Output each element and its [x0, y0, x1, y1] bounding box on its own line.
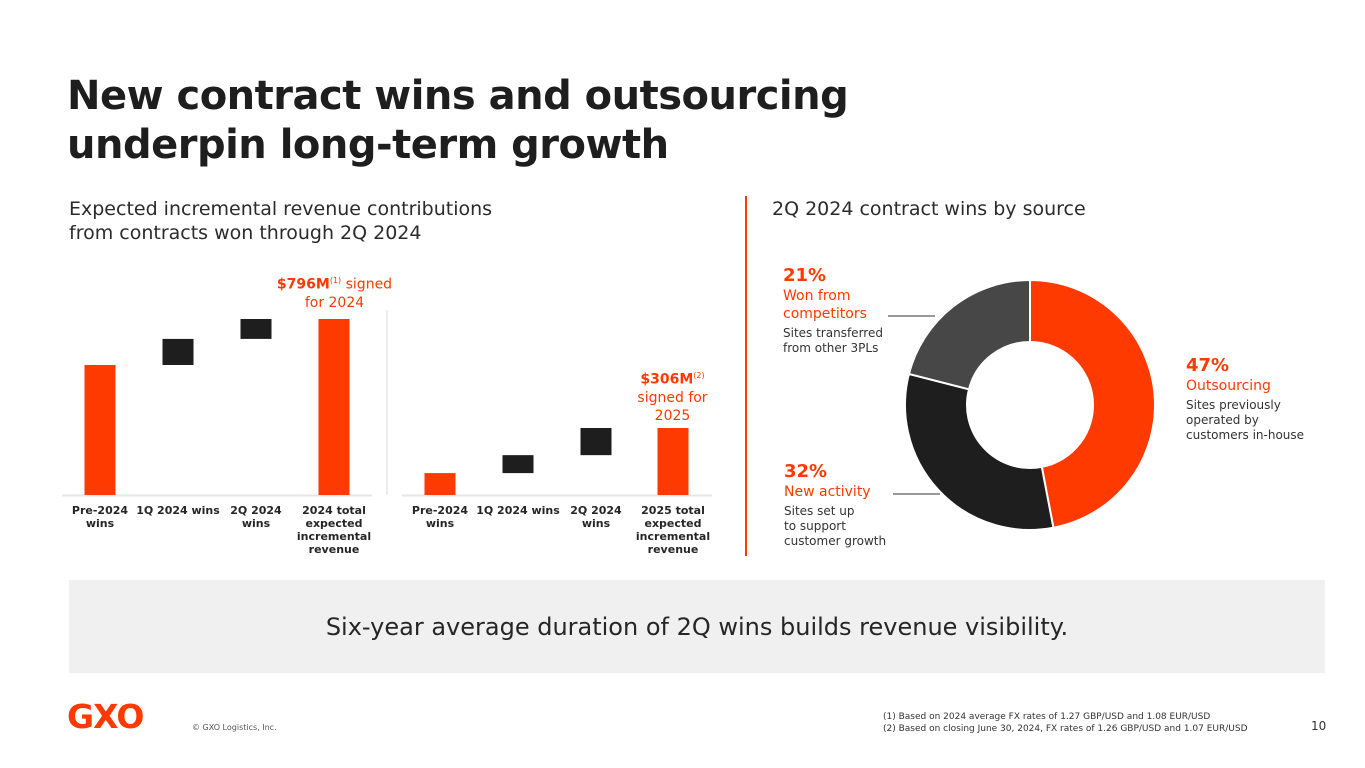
desc-line: operated by: [1186, 413, 1259, 427]
x-tick-label: 1Q 2024 wins: [476, 504, 560, 517]
copyright: © GXO Logistics, Inc.: [192, 723, 277, 732]
footnote-ref-1: (1): [329, 276, 342, 285]
annotation-2024-value: $796M: [276, 276, 330, 293]
bar-total: [318, 319, 350, 495]
desc-line: customers in-house: [1186, 428, 1305, 442]
banner-text: Six-year average duration of 2Q wins bui…: [325, 612, 1069, 641]
charts-canvas: [62, 278, 1156, 531]
footnotes: (1) Based on 2024 average FX rates of 1.…: [883, 711, 1248, 735]
desc-line: Sites set up: [784, 504, 855, 518]
legend-description: Sites previously operated by customers i…: [1186, 398, 1304, 443]
desc-line: Sites transferred: [783, 326, 883, 340]
donut-slice-outsourcing: [1029, 278, 1156, 529]
donut-slice-new-activity: [904, 372, 1055, 531]
page-title: New contract wins and outsourcing underp…: [67, 72, 849, 170]
bar-increment: [240, 319, 272, 339]
footnote-2: (2) Based on closing June 30, 2024, FX r…: [883, 724, 1248, 734]
annotation-2025-text-1: signed for: [637, 389, 708, 406]
legend-name-line-1: Won from: [783, 288, 851, 304]
bar-increment: [502, 455, 534, 474]
bar-increment: [580, 428, 612, 456]
legend-outsourcing: 47% Outsourcing Sites previously operate…: [1186, 355, 1304, 443]
x-tick-label: Pre-2024 wins: [71, 504, 129, 530]
gxo-logo: GXO: [67, 697, 144, 736]
title-line-2: underpin long-term growth: [67, 122, 669, 168]
legend-description: Sites transferred from other 3PLs: [783, 326, 883, 356]
annotation-2025-text-2: 2025: [654, 407, 691, 424]
bar-total: [657, 428, 689, 495]
left-chart-subtitle: Expected incremental revenue contributio…: [69, 197, 492, 245]
page-number: 10: [1311, 719, 1327, 733]
bar-base: [84, 364, 116, 495]
legend-description: Sites set up to support customer growth: [784, 504, 886, 549]
legend-pct: 47%: [1186, 355, 1230, 376]
x-tick-label: 2024 total expected incremental revenue: [296, 504, 372, 556]
legend-name: Outsourcing: [1186, 378, 1271, 394]
left-subtitle-line-2: from contracts won through 2Q 2024: [69, 222, 422, 244]
desc-line: to support: [784, 519, 846, 533]
legend-name-line-2: competitors: [783, 306, 867, 322]
annotation-2024-text-2: for 2024: [304, 294, 365, 311]
annotation-2025-value: $306M: [640, 371, 694, 388]
right-chart-subtitle: 2Q 2024 contract wins by source: [772, 198, 1086, 220]
bar-base: [424, 473, 456, 495]
annotation-2024-total: $796M(1) signed for 2024: [262, 272, 407, 312]
x-tick-label: 1Q 2024 wins: [136, 504, 220, 517]
x-tick-label: 2Q 2024 wins: [230, 504, 282, 530]
legend-pct: 32%: [784, 461, 828, 482]
desc-line: Sites previously: [1186, 398, 1281, 412]
desc-line: customer growth: [784, 534, 887, 548]
legend-won-from-competitors: 21% Won from competitors Sites transferr…: [783, 265, 883, 356]
key-takeaway-banner: Six-year average duration of 2Q wins bui…: [69, 580, 1325, 673]
annotation-2024-text: signed: [345, 276, 393, 293]
legend-pct: 21%: [783, 265, 827, 286]
bar-increment: [162, 338, 194, 365]
legend-new-activity: 32% New activity Sites set up to support…: [784, 461, 886, 549]
footnote-ref-2: (2): [693, 371, 705, 380]
left-subtitle-line-1: Expected incremental revenue contributio…: [69, 198, 493, 220]
donut-slice-won-from-competitors: [907, 278, 1031, 391]
section-divider: [745, 196, 747, 556]
legend-name: New activity: [784, 484, 871, 500]
title-line-1: New contract wins and outsourcing: [67, 73, 849, 119]
x-tick-label: 2Q 2024 wins: [570, 504, 622, 530]
annotation-2025-total: $306M(2) signed for 2025: [625, 367, 720, 425]
desc-line: from other 3PLs: [783, 341, 879, 355]
x-tick-label: 2025 total expected incremental revenue: [635, 504, 711, 556]
footnote-1: (1) Based on 2024 average FX rates of 1.…: [883, 712, 1211, 722]
x-tick-label: Pre-2024 wins: [411, 504, 469, 530]
